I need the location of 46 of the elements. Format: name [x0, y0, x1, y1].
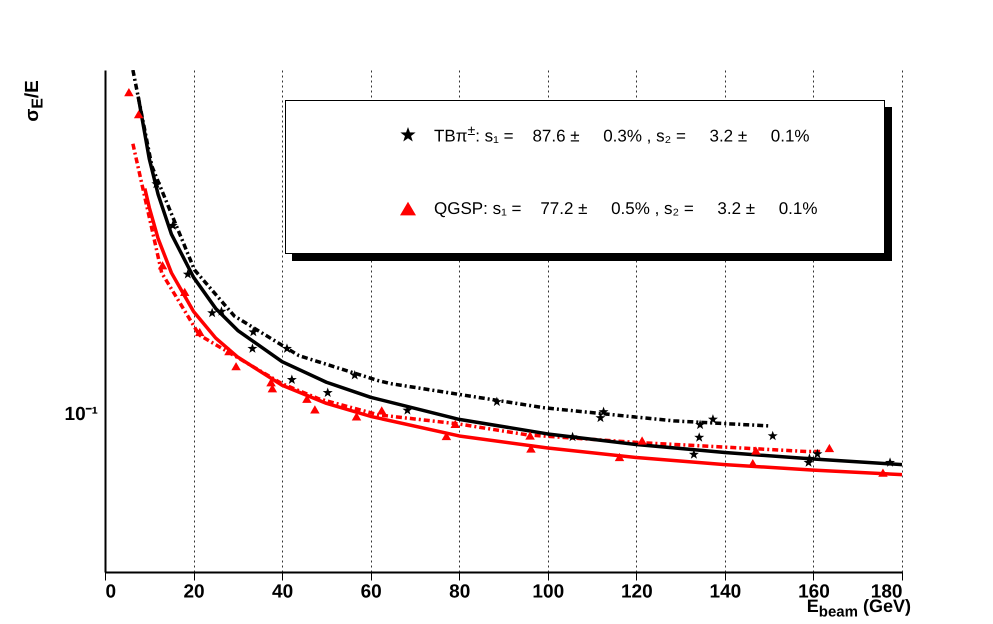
point: [376, 406, 386, 414]
x-tick-label: 100: [532, 582, 564, 602]
text: 10⁻¹: [64, 403, 98, 426]
point: [124, 88, 134, 96]
x-tick-label: 0: [106, 582, 116, 602]
point: [282, 343, 292, 353]
point: [492, 396, 502, 406]
point: [695, 420, 706, 430]
point: [824, 444, 834, 452]
point: [878, 468, 888, 477]
point: [180, 288, 190, 296]
point: [637, 436, 647, 445]
x-tick-label: 40: [272, 582, 294, 602]
point: [195, 328, 204, 336]
point: [248, 326, 258, 336]
point: [224, 347, 234, 356]
point: [708, 414, 718, 424]
point: [751, 446, 761, 455]
point: [207, 308, 218, 318]
point: [768, 430, 778, 440]
point: [352, 412, 362, 420]
x-tick-label: 20: [183, 582, 205, 602]
x-tick-label: 120: [620, 582, 653, 602]
point: [694, 432, 704, 442]
point: [247, 343, 258, 353]
point: [450, 420, 460, 428]
point: [525, 431, 535, 440]
point: [804, 453, 814, 463]
x-tick-label: 140: [710, 582, 742, 602]
point: [231, 362, 241, 370]
point: [158, 261, 168, 270]
point: [322, 388, 333, 398]
point: [812, 448, 822, 458]
point: [134, 110, 144, 118]
legend-label: QGSP: s₁ = 77.2 ± 0.5% , s₂ = 3.2 ± 0.1%: [434, 199, 818, 219]
x-tick-label: 80: [449, 582, 470, 602]
point: [286, 374, 297, 384]
legend-label: TBπ$^{±}$: s₁ = 87.6 ± 0.3% , s₂ = 3.2 ± 0.1%: [434, 123, 810, 147]
point: [598, 406, 609, 416]
point: [885, 457, 896, 467]
point: [266, 378, 276, 386]
point: [595, 412, 606, 422]
point: [310, 405, 320, 414]
point: [151, 178, 162, 188]
x-tick-label: 60: [360, 582, 382, 602]
point: [614, 452, 624, 462]
